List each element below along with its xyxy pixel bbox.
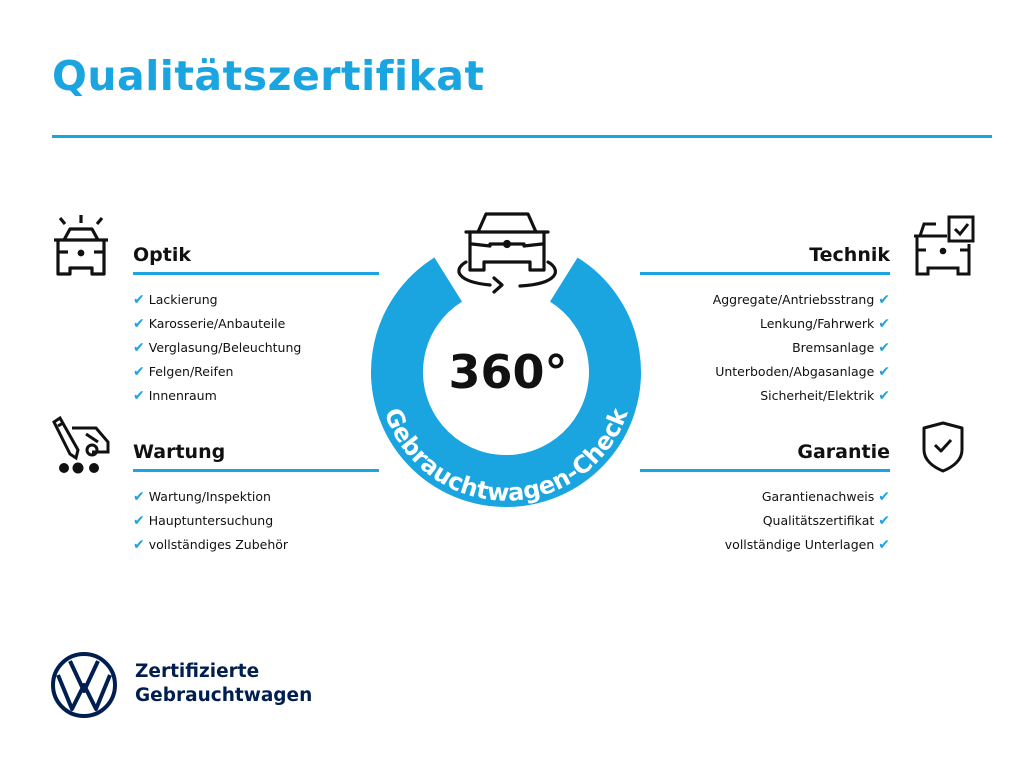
checkmark-icon: ✔ xyxy=(878,489,890,505)
section-underline xyxy=(640,469,890,472)
checkmark-icon: ✔ xyxy=(133,292,145,308)
list-item: ✔ vollständiges Zubehör xyxy=(133,533,379,557)
list-item-label: Lenkung/Fahrwerk xyxy=(760,316,875,331)
list-item: ✔ Wartung/Inspektion xyxy=(133,485,379,509)
checkmark-icon: ✔ xyxy=(133,316,145,332)
list-item-label: vollständige Unterlagen xyxy=(724,537,875,552)
car-rotate-icon xyxy=(457,212,557,294)
checkmark-icon: ✔ xyxy=(878,388,890,404)
list-item-label: Felgen/Reifen xyxy=(148,364,234,379)
section-underline xyxy=(640,272,890,275)
list-item: Unterboden/Abgasanlage ✔ xyxy=(640,360,890,384)
check-list: ✔ Lackierung ✔ Karosserie/Anbauteile ✔ Vergla… xyxy=(133,288,379,408)
vw-logo xyxy=(51,652,117,718)
checkmark-icon: ✔ xyxy=(133,489,145,505)
section-heading: Wartung xyxy=(133,441,226,463)
list-item-label: Hauptuntersuchung xyxy=(148,513,274,528)
section-heading: Technik xyxy=(809,244,890,266)
section-technik: Technik Aggregate/Antriebsstrang ✔ Lenkung… xyxy=(640,242,890,408)
section-heading: Optik xyxy=(133,244,191,266)
list-item-label: vollständiges Zubehör xyxy=(148,537,289,552)
checkmark-icon: ✔ xyxy=(878,292,890,308)
list-item-label: Aggregate/Antriebsstrang xyxy=(712,292,875,307)
list-item: Bremsanlage ✔ xyxy=(640,336,890,360)
car-lights-icon xyxy=(54,215,108,276)
page-title: Qualitätszertifikat xyxy=(52,52,485,100)
list-item-label: Garantienachweis xyxy=(761,489,875,504)
footer-brand-text: Zertifizierte Gebrauchtwagen xyxy=(135,660,312,708)
list-item-label: Unterboden/Abgasanlage xyxy=(715,364,875,379)
list-item: ✔ Karosserie/Anbauteile xyxy=(133,312,379,336)
list-item: ✔ Lackierung xyxy=(133,288,379,312)
ring-arc xyxy=(371,257,641,507)
section-wartung: Wartung ✔ Wartung/Inspektion ✔ Hauptuntersu… xyxy=(133,439,379,557)
checkmark-icon: ✔ xyxy=(133,513,145,529)
list-item: ✔ Hauptuntersuchung xyxy=(133,509,379,533)
checkmark-icon: ✔ xyxy=(133,364,145,380)
maintenance-icon xyxy=(52,415,110,474)
list-item-label: Verglasung/Beleuchtung xyxy=(148,340,302,355)
shield-check-icon xyxy=(922,421,964,473)
list-item: ✔ Felgen/Reifen xyxy=(133,360,379,384)
list-item-label: Bremsanlage xyxy=(792,340,875,355)
check-list: Garantienachweis ✔ Qualitätszertifikat ✔ vol… xyxy=(640,485,890,557)
car-checkbox-icon xyxy=(914,215,975,276)
list-item-label: Karosserie/Anbauteile xyxy=(148,316,286,331)
list-item-label: Sicherheit/Elektrik xyxy=(760,388,875,403)
list-item: Sicherheit/Elektrik ✔ xyxy=(640,384,890,408)
list-item: Qualitätszertifikat ✔ xyxy=(640,509,890,533)
check-list: ✔ Wartung/Inspektion ✔ Hauptuntersuchung ✔ vo… xyxy=(133,485,379,557)
list-item-label: Qualitätszertifikat xyxy=(762,513,875,528)
check-list: Aggregate/Antriebsstrang ✔ Lenkung/Fahrwer… xyxy=(640,288,890,408)
checkmark-icon: ✔ xyxy=(133,340,145,356)
ring-text: Gebrauchtwagen-Check xyxy=(378,403,633,507)
checkmark-icon: ✔ xyxy=(878,513,890,529)
checkmark-icon: ✔ xyxy=(878,537,890,553)
checkmark-icon: ✔ xyxy=(133,537,145,553)
checkmark-icon: ✔ xyxy=(878,316,890,332)
checkmark-icon: ✔ xyxy=(878,364,890,380)
list-item: Aggregate/Antriebsstrang ✔ xyxy=(640,288,890,312)
title-divider xyxy=(52,135,992,138)
section-underline xyxy=(133,272,379,275)
section-heading: Garantie xyxy=(797,441,890,463)
big-360-text: 360° xyxy=(448,345,567,399)
list-item-label: Wartung/Inspektion xyxy=(148,489,271,504)
list-item-label: Innenraum xyxy=(148,388,217,403)
section-optik: Optik ✔ Lackierung ✔ Karosserie/Anbauteile ✔… xyxy=(133,242,379,408)
section-underline xyxy=(133,469,379,472)
list-item: ✔ Innenraum xyxy=(133,384,379,408)
footer-line1: Zertifizierte xyxy=(135,661,260,682)
list-item: Garantienachweis ✔ xyxy=(640,485,890,509)
list-item-label: Lackierung xyxy=(148,292,218,307)
checkmark-icon: ✔ xyxy=(133,388,145,404)
footer-line2: Gebrauchtwagen xyxy=(135,685,313,706)
section-garantie: Garantie Garantienachweis ✔ Qualitätszerti… xyxy=(640,439,890,557)
list-item: ✔ Verglasung/Beleuchtung xyxy=(133,336,379,360)
list-item: Lenkung/Fahrwerk ✔ xyxy=(640,312,890,336)
checkmark-icon: ✔ xyxy=(878,340,890,356)
list-item: vollständige Unterlagen ✔ xyxy=(640,533,890,557)
